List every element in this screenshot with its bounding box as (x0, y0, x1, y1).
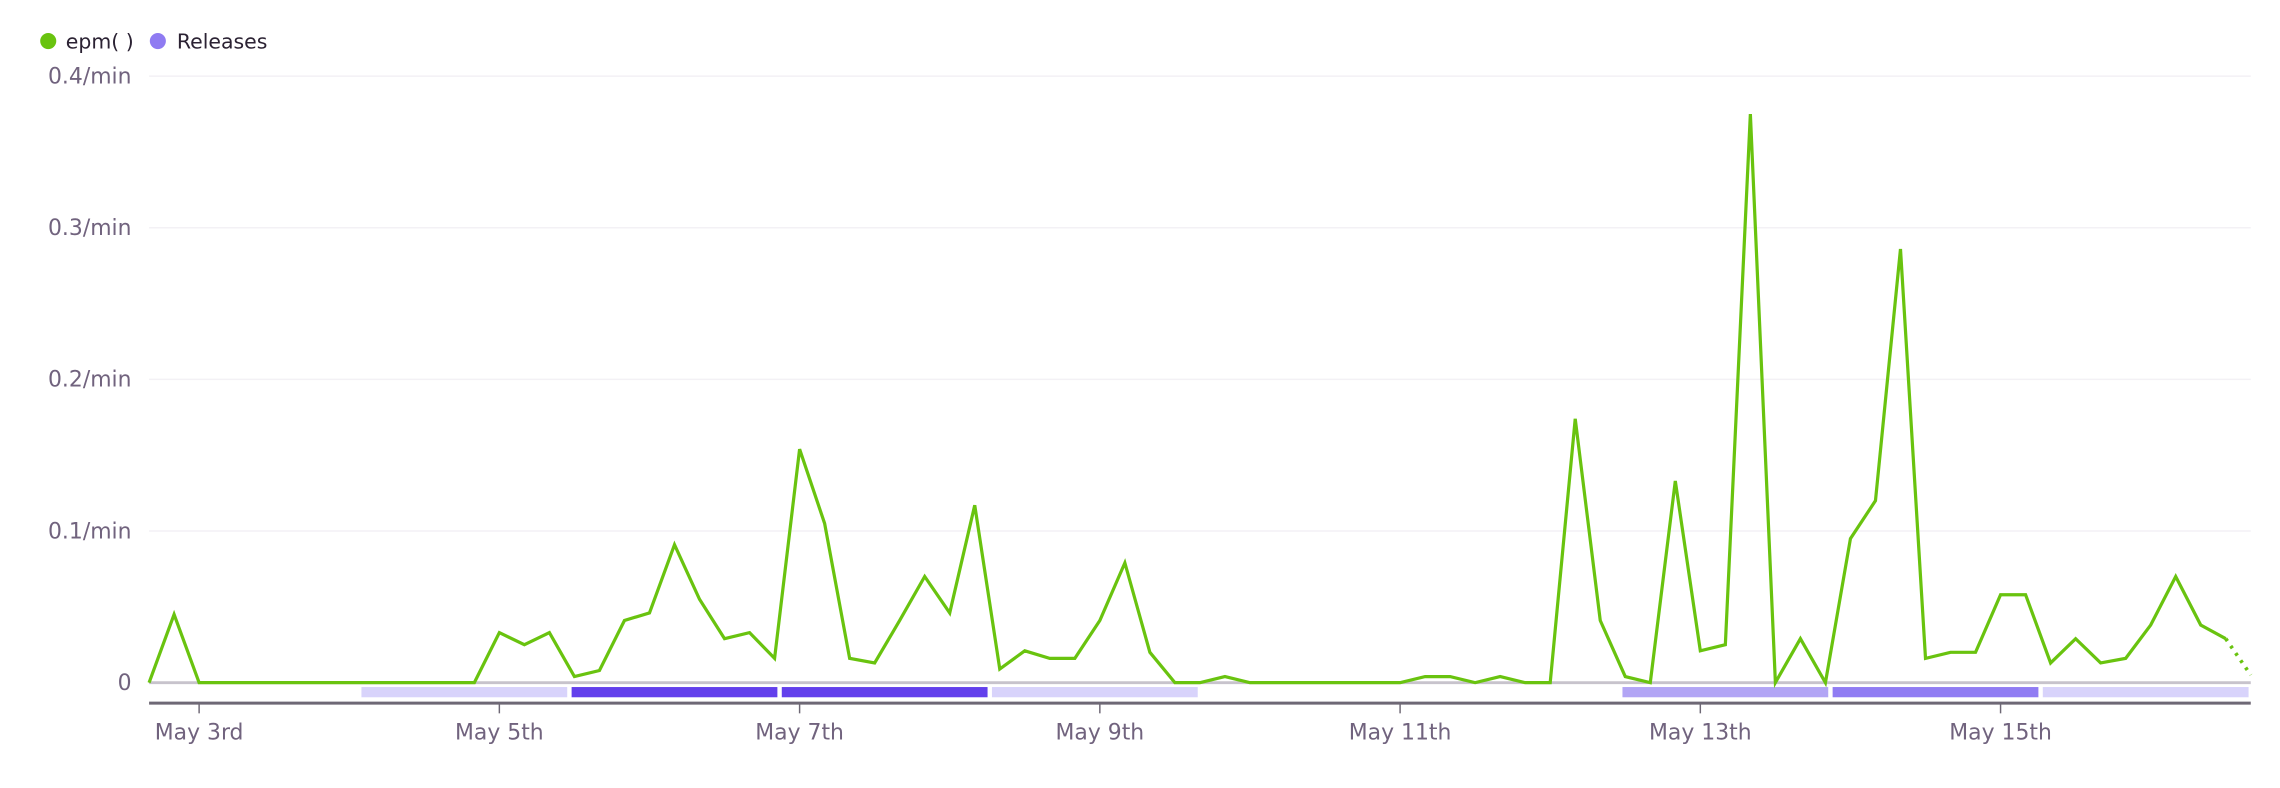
legend-epm-dot (40, 33, 57, 50)
legend-releases-dot (149, 33, 166, 50)
legend: epm( ) Releases (40, 29, 267, 53)
y-tick-label: 0.1/min (48, 519, 132, 544)
legend-item-epm[interactable]: epm( ) (40, 29, 134, 53)
release-bin (781, 687, 988, 698)
series-epm[interactable] (147, 113, 2253, 689)
releases-bar (361, 687, 2249, 698)
y-tick-label: 0 (118, 671, 132, 696)
legend-epm-label: epm( ) (66, 29, 134, 53)
series-line (147, 113, 2227, 689)
grid (149, 75, 2251, 685)
release-bin (1622, 687, 1829, 698)
x-tick-label: May 11th (1349, 721, 1452, 746)
release-bin (1832, 687, 2039, 698)
series-incomplete-segment (2224, 637, 2253, 677)
x-tick-label: May 9th (1056, 721, 1145, 746)
y-tick-label: 0.3/min (48, 216, 132, 241)
release-bin (2042, 687, 2249, 698)
x-tick-label: May 7th (755, 721, 844, 746)
legend-releases-label: Releases (177, 29, 268, 53)
release-bin (571, 687, 778, 698)
x-tick-label: May 13th (1649, 721, 1752, 746)
release-bin (991, 687, 1198, 698)
x-axis: May 3rd May 5th May 7th May 9th May 11th May … (149, 701, 2251, 746)
x-tick-label: May 5th (455, 721, 544, 746)
x-tick-label: May 15th (1949, 721, 2052, 746)
release-bin (361, 687, 568, 698)
x-tick-label: May 3rd (155, 721, 244, 746)
y-tick-label: 0.2/min (48, 368, 132, 393)
legend-item-releases[interactable]: Releases (149, 29, 268, 53)
y-axis: 0 0.1/min 0.2/min 0.3/min 0.4/min (48, 64, 132, 696)
y-tick-label: 0.4/min (48, 64, 132, 89)
